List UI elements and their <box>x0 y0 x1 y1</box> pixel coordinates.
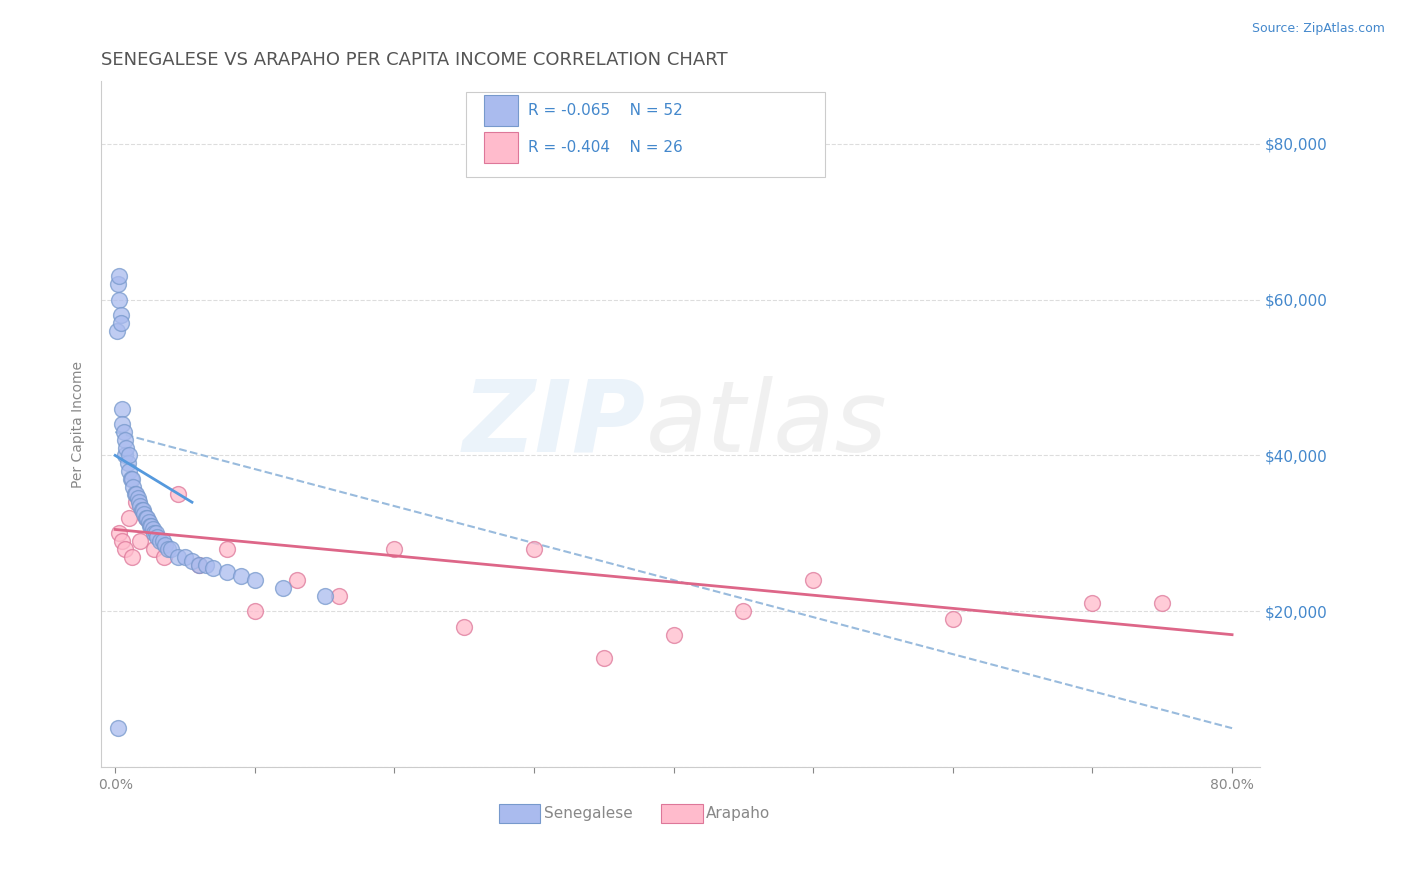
Point <box>124 487 146 501</box>
Point <box>118 464 141 478</box>
Point <box>121 472 143 486</box>
Point <box>285 573 308 587</box>
Point <box>112 425 135 439</box>
Point <box>453 620 475 634</box>
Point <box>187 558 209 572</box>
Point <box>155 538 177 552</box>
Point <box>117 456 139 470</box>
Point <box>111 401 134 416</box>
Point <box>243 573 266 587</box>
Point <box>114 449 136 463</box>
Point <box>153 549 176 564</box>
Point <box>122 480 145 494</box>
Point <box>201 561 224 575</box>
Point <box>110 316 132 330</box>
Point <box>174 549 197 564</box>
Point <box>135 510 157 524</box>
Point <box>167 487 190 501</box>
Point <box>229 569 252 583</box>
Point <box>129 499 152 513</box>
Point <box>132 503 155 517</box>
Point <box>181 554 204 568</box>
Point <box>111 417 134 432</box>
Point <box>314 589 336 603</box>
Text: SENEGALESE VS ARAPAHO PER CAPITA INCOME CORRELATION CHART: SENEGALESE VS ARAPAHO PER CAPITA INCOME … <box>101 51 728 69</box>
Point <box>114 433 136 447</box>
Point <box>110 308 132 322</box>
Point <box>118 510 141 524</box>
Point <box>662 628 685 642</box>
Point <box>136 510 159 524</box>
Point <box>1081 597 1104 611</box>
Point <box>125 495 148 509</box>
Point <box>160 541 183 556</box>
Point <box>118 449 141 463</box>
Point <box>328 589 350 603</box>
Text: ZIP: ZIP <box>463 376 645 473</box>
FancyBboxPatch shape <box>484 132 519 163</box>
Point <box>167 549 190 564</box>
Point <box>271 581 294 595</box>
Point <box>129 534 152 549</box>
Point <box>105 324 128 338</box>
Point <box>108 293 131 307</box>
Point <box>111 534 134 549</box>
Point <box>115 441 138 455</box>
Point <box>143 541 166 556</box>
Point <box>215 541 238 556</box>
Point <box>108 269 131 284</box>
Text: Source: ZipAtlas.com: Source: ZipAtlas.com <box>1251 22 1385 36</box>
Point <box>942 612 965 626</box>
Point <box>131 503 153 517</box>
Point <box>146 530 169 544</box>
Point <box>152 534 174 549</box>
Point <box>801 573 824 587</box>
Point <box>243 604 266 618</box>
Point <box>384 541 406 556</box>
Point <box>145 526 167 541</box>
Point <box>135 510 157 524</box>
Text: Arapaho: Arapaho <box>706 805 770 821</box>
Point <box>108 526 131 541</box>
Point <box>157 541 180 556</box>
Text: Senegalese: Senegalese <box>544 805 633 821</box>
Point <box>114 541 136 556</box>
Point <box>121 549 143 564</box>
Point <box>138 515 160 529</box>
Point <box>733 604 755 618</box>
Point <box>120 472 142 486</box>
FancyBboxPatch shape <box>484 95 519 127</box>
Point <box>592 651 614 665</box>
Point <box>125 487 148 501</box>
Point <box>523 541 546 556</box>
FancyBboxPatch shape <box>499 804 540 823</box>
Text: R = -0.404    N = 26: R = -0.404 N = 26 <box>527 140 682 155</box>
Point <box>139 518 162 533</box>
Point <box>128 495 150 509</box>
Y-axis label: Per Capita Income: Per Capita Income <box>72 360 86 488</box>
FancyBboxPatch shape <box>467 92 825 178</box>
Point <box>107 721 129 735</box>
Point <box>141 518 163 533</box>
Point <box>143 526 166 541</box>
Text: R = -0.065    N = 52: R = -0.065 N = 52 <box>527 103 682 118</box>
Point <box>187 558 209 572</box>
Point <box>134 507 156 521</box>
Point <box>107 277 129 291</box>
Point <box>215 566 238 580</box>
FancyBboxPatch shape <box>661 804 703 823</box>
Point <box>149 534 172 549</box>
Point <box>127 491 149 506</box>
Point <box>194 558 217 572</box>
Point <box>142 523 165 537</box>
Text: atlas: atlas <box>645 376 887 473</box>
Point <box>1152 597 1174 611</box>
